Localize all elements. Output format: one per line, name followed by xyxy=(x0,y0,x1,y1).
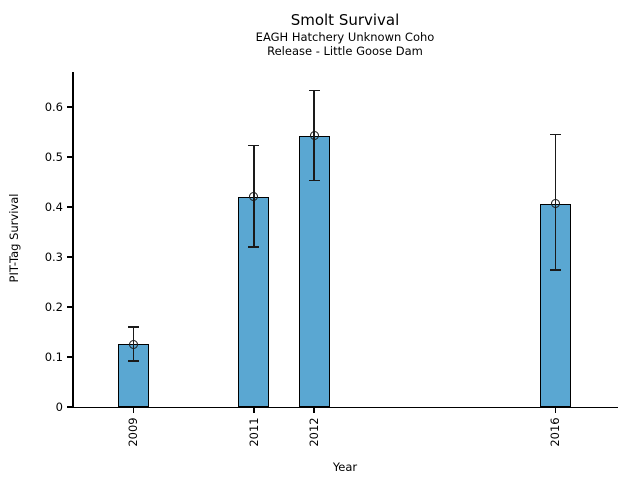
y-tick-label: 0.3 xyxy=(44,250,63,264)
x-tick-mark xyxy=(554,408,557,413)
error-bar-cap-top xyxy=(248,144,260,147)
error-bar-cap-bottom xyxy=(127,360,139,362)
chart-title: Smolt Survival xyxy=(290,11,400,29)
y-tick-label: 0.2 xyxy=(44,300,63,314)
y-tick-mark xyxy=(67,156,72,158)
x-axis-line xyxy=(72,406,618,408)
error-bar-cap-top xyxy=(308,89,320,92)
y-tick-mark xyxy=(67,306,72,308)
data-point-marker xyxy=(128,339,138,349)
y-tick-mark xyxy=(67,256,72,258)
y-axis-label: PIT-Tag Survival xyxy=(7,193,21,283)
title-block: Smolt Survival EAGH Hatchery Unknown Coh… xyxy=(73,10,617,58)
y-tick-label: 0.5 xyxy=(44,150,63,164)
y-tick-label: 0 xyxy=(55,400,63,414)
y-tick-label: 0.4 xyxy=(44,200,63,214)
x-tick-label: 2009 xyxy=(126,417,141,447)
x-tick-label: 2011 xyxy=(246,417,261,447)
error-bar-cap-bottom xyxy=(248,246,260,248)
y-tick-mark xyxy=(67,406,72,408)
x-tick-mark xyxy=(132,408,135,413)
error-bar-cap-top xyxy=(127,326,139,328)
y-tick-mark xyxy=(67,106,72,108)
x-tick-mark xyxy=(313,408,315,413)
x-axis-label: Year xyxy=(332,460,358,474)
data-point-marker xyxy=(550,199,560,208)
y-tick-label: 0.1 xyxy=(44,350,63,364)
error-bar-cap-top xyxy=(549,133,561,136)
x-tick-mark xyxy=(253,408,255,413)
x-tick-label: 2012 xyxy=(307,417,322,447)
chart-subtitle-line2: Release - Little Goose Dam xyxy=(267,44,423,58)
y-tick-mark xyxy=(67,356,72,358)
data-point-marker xyxy=(249,192,259,201)
error-bar-cap-bottom xyxy=(549,269,561,271)
y-tick-label: 0.6 xyxy=(44,100,63,114)
error-bar-cap-bottom xyxy=(308,179,320,182)
y-tick-mark xyxy=(67,206,72,208)
chart-subtitle-line1: EAGH Hatchery Unknown Coho xyxy=(255,30,435,44)
bar-2016 xyxy=(539,203,571,407)
y-axis-line xyxy=(72,72,74,408)
x-tick-label: 2016 xyxy=(548,417,563,447)
bar-2009 xyxy=(117,344,149,407)
data-point-marker xyxy=(309,131,319,140)
